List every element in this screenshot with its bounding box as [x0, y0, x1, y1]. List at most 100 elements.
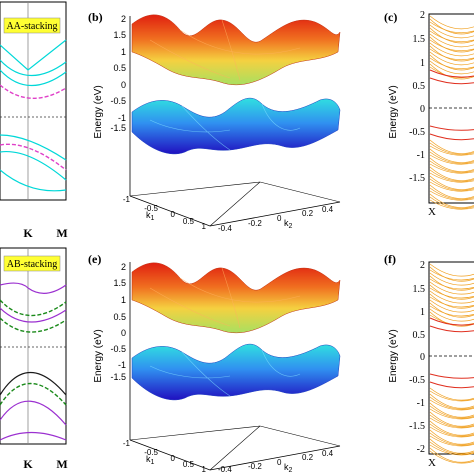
- panel-d-band: [0, 400, 67, 426]
- panel-d-band: [0, 282, 67, 294]
- ribbon-ylabel: Energy (eV): [388, 85, 399, 138]
- ribbon-band-line: [429, 60, 474, 75]
- ribbon-band-line: [429, 154, 474, 165]
- ribbon-ylabel: Energy (eV): [388, 329, 399, 382]
- conduction-band-surface: [131, 262, 341, 334]
- ribbon-band-line: [429, 429, 474, 445]
- panel-b: (b) 2 1.5 1 0.5 0 -0.5 -1 -1.5 Energy (e…: [88, 10, 341, 233]
- panel-e: (e) 2 1.5 1 0.5 0 -0.5 -1 -1.5 Energy (e…: [88, 252, 341, 474]
- z-tick: -1: [118, 113, 126, 123]
- ribbon-band-line: [429, 33, 474, 48]
- ribbon-band-line: [429, 293, 474, 309]
- ribbon-band-line: [429, 36, 474, 53]
- panel-a: AA-stacking: [0, 1, 67, 201]
- ribbon-band-line: [429, 21, 474, 34]
- ribbon-band-line: [429, 435, 474, 447]
- ribbon-band-line: [429, 169, 474, 182]
- valence-band-mesh: [149, 103, 301, 151]
- ribbon-band-line: [429, 269, 474, 281]
- ribbon-band-line: [429, 290, 474, 304]
- ribbon-band-line: [429, 151, 474, 164]
- panel-a-band: [0, 84, 67, 99]
- ribbon-band-line: [429, 393, 474, 409]
- ribbon-band-line: [429, 387, 474, 401]
- conduction-band-mesh: [149, 19, 301, 81]
- y-tick: 1: [420, 307, 425, 318]
- y-tick: 1: [420, 58, 425, 69]
- ribbon-band-line: [429, 125, 474, 131]
- ribbon-c-bands: [429, 15, 474, 210]
- ribbon-band-line: [429, 42, 474, 57]
- surface-e-k1-ticks: -1 -0.5 0 0.5 1: [123, 439, 207, 474]
- ribbon-band-line: [429, 325, 474, 333]
- ribbon-band-line: [429, 396, 474, 410]
- ribbon-band-line: [429, 148, 474, 163]
- ribbon-band-line: [429, 308, 474, 322]
- z-tick: 0: [121, 80, 126, 90]
- ribbon-band-line: [429, 193, 474, 208]
- ribbon-f-bands: [429, 263, 474, 464]
- surface-zlabel: Energy (eV): [93, 329, 104, 382]
- aa-stacking-tag: AA-stacking: [6, 21, 57, 32]
- y-tick: 1.5: [413, 284, 426, 295]
- kpoint-label-m-top: M: [56, 226, 67, 240]
- y-tick: -1.5: [409, 421, 425, 432]
- ribbon-band-line: [429, 160, 474, 173]
- ribbon-band-line: [429, 263, 474, 277]
- y-tick: 1.5: [413, 34, 426, 45]
- ribbon-band-line: [429, 405, 474, 419]
- ribbon-band-line: [429, 15, 474, 30]
- k1-tick: 0.5: [183, 460, 195, 469]
- ribbon-band-line: [429, 24, 474, 39]
- z-tick: 0.5: [113, 312, 126, 322]
- ribbon-band-line: [429, 414, 474, 428]
- ribbon-band-line: [429, 390, 474, 402]
- z-tick: 2: [121, 262, 126, 272]
- k1-axis-label: k1: [146, 454, 155, 466]
- ribbon-band-line: [429, 287, 474, 299]
- panel-label-c: (c): [384, 10, 397, 24]
- panel-d-band: [0, 371, 67, 396]
- ribbon-band-line: [429, 420, 474, 436]
- ribbon-band-line: [429, 48, 474, 61]
- ribbon-band-line: [429, 266, 474, 282]
- aa-stacking-tag-bg: [3, 17, 61, 34]
- panel-c-frame: [428, 13, 474, 204]
- ribbon-band-line: [429, 450, 474, 464]
- ribbon-band-line: [429, 51, 474, 66]
- ribbon-band-line: [429, 402, 474, 418]
- k1-tick: -0.5: [144, 448, 158, 457]
- z-tick: -1.5: [110, 123, 126, 133]
- panel-a-band: [0, 143, 67, 171]
- ribbon-band-line: [429, 417, 474, 429]
- z-tick: -0.5: [110, 344, 126, 354]
- panel-label-e: (e): [88, 252, 101, 266]
- ribbon-band-line: [429, 432, 474, 446]
- ribbon-band-line: [429, 187, 474, 200]
- panel-f-frame: [428, 261, 474, 455]
- y-tick: -0.5: [409, 127, 425, 138]
- k2-tick: 0.4: [322, 449, 334, 458]
- ribbon-band-line: [429, 39, 474, 52]
- ribbon-band-line: [429, 438, 474, 454]
- ribbon-band-line: [429, 411, 474, 427]
- panel-d-band: [0, 431, 67, 441]
- ribbon-band-line: [429, 142, 474, 155]
- k2-tick: -0.4: [218, 224, 232, 233]
- surface-base-axes: [129, 181, 261, 197]
- panel-label-f: (f): [384, 252, 396, 266]
- ribbon-x-label: X: [428, 457, 436, 469]
- y-tick: 0.5: [413, 330, 426, 341]
- ribbon-band-line: [429, 373, 474, 379]
- valence-band-mesh: [149, 349, 301, 397]
- k2-tick: 0.2: [302, 209, 314, 218]
- panel-d-frame: [0, 247, 67, 445]
- ribbon-band-line: [429, 77, 474, 85]
- panel-a-band: [0, 39, 67, 71]
- ribbon-band-line: [429, 399, 474, 411]
- y-tick: 2: [420, 10, 425, 21]
- ribbon-band-line: [429, 275, 474, 291]
- k1-tick: 1: [202, 222, 207, 231]
- surface-base-axes: [209, 425, 261, 471]
